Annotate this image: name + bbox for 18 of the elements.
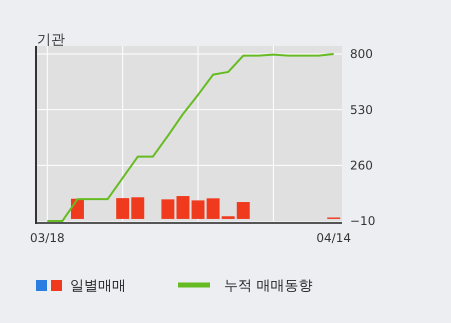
bar	[192, 200, 205, 219]
bar	[222, 216, 235, 219]
bar	[206, 198, 220, 219]
legend-label: 누적 매매동향	[224, 278, 312, 294]
x-tick-label: 03/18	[30, 231, 65, 245]
legend-label: 일별매매	[70, 278, 126, 294]
chart-title: 기관	[37, 32, 65, 48]
bar	[116, 198, 130, 219]
bar	[131, 197, 144, 219]
bar	[236, 202, 250, 219]
y-tick-label: 800	[350, 47, 373, 62]
x-tick-label: 04/14	[316, 231, 352, 245]
y-tick-label: 260	[350, 158, 373, 173]
y-tick-label: −10	[350, 214, 376, 228]
bar	[176, 196, 190, 219]
y-tick-label: 530	[350, 102, 373, 117]
line-series	[46, 53, 335, 222]
bar	[161, 199, 174, 219]
